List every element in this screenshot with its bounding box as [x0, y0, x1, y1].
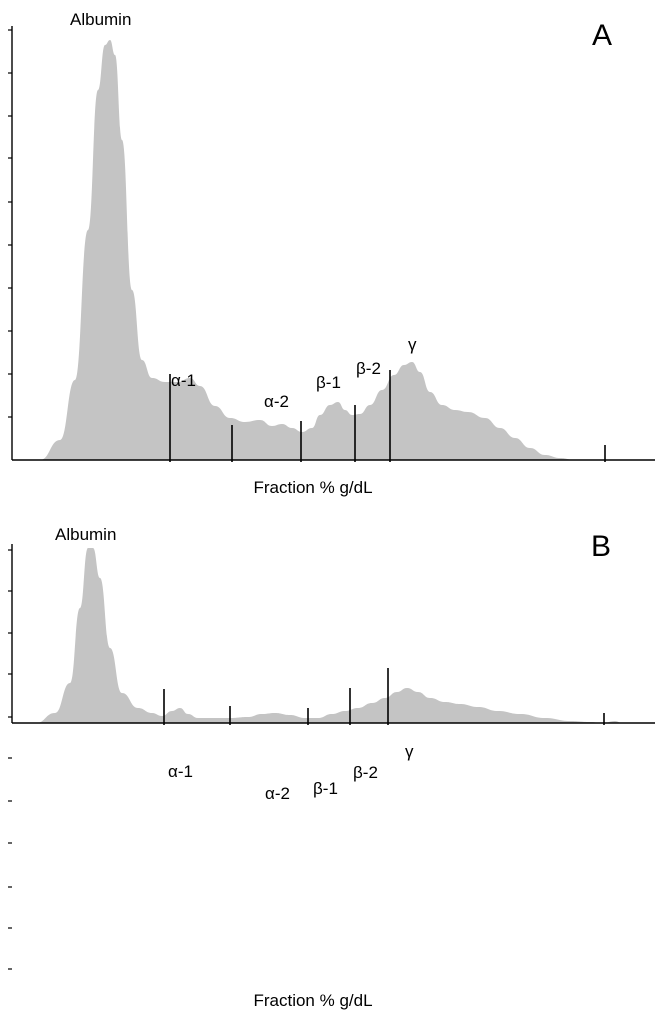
fraction-label-alpha2: α-2: [265, 784, 290, 803]
fraction-label-gamma: γ: [408, 335, 417, 354]
x-axis-label: Fraction % g/dL: [253, 991, 372, 1010]
panel-label: A: [592, 19, 612, 52]
albumin-label: Albumin: [70, 10, 131, 29]
fraction-boundaries: [163, 668, 605, 725]
electrophoresis-chart-a: Albumin α-1 α-2 β-1 β-2 γ A Fraction % g…: [8, 10, 655, 497]
y-axis-ticks: [8, 29, 12, 418]
fraction-label-beta1: β-1: [316, 373, 341, 392]
y-axis-ticks: [8, 549, 12, 970]
fraction-label-alpha1: α-1: [171, 371, 196, 390]
albumin-label: Albumin: [55, 525, 116, 544]
fraction-label-beta2: β-2: [353, 763, 378, 782]
fraction-label-beta2: β-2: [356, 359, 381, 378]
protein-density-area: [40, 40, 575, 460]
electrophoresis-chart-b: Albumin α-1 α-2 β-1 β-2 γ B Fraction % g…: [0, 508, 655, 1016]
fraction-label-beta1: β-1: [313, 779, 338, 798]
panel-label: B: [591, 530, 611, 563]
chart-b-svg: Albumin α-1 α-2 β-1 β-2 γ B Fraction % g…: [8, 525, 655, 1010]
fraction-boundaries: [169, 370, 606, 462]
protein-density-area: [36, 548, 622, 723]
fraction-label-alpha2: α-2: [264, 392, 289, 411]
fraction-label-alpha1: α-1: [168, 762, 193, 781]
fraction-label-gamma: γ: [405, 742, 414, 761]
x-axis-label: Fraction % g/dL: [253, 478, 372, 497]
chart-a-svg: Albumin α-1 α-2 β-1 β-2 γ A Fraction % g…: [8, 10, 655, 497]
